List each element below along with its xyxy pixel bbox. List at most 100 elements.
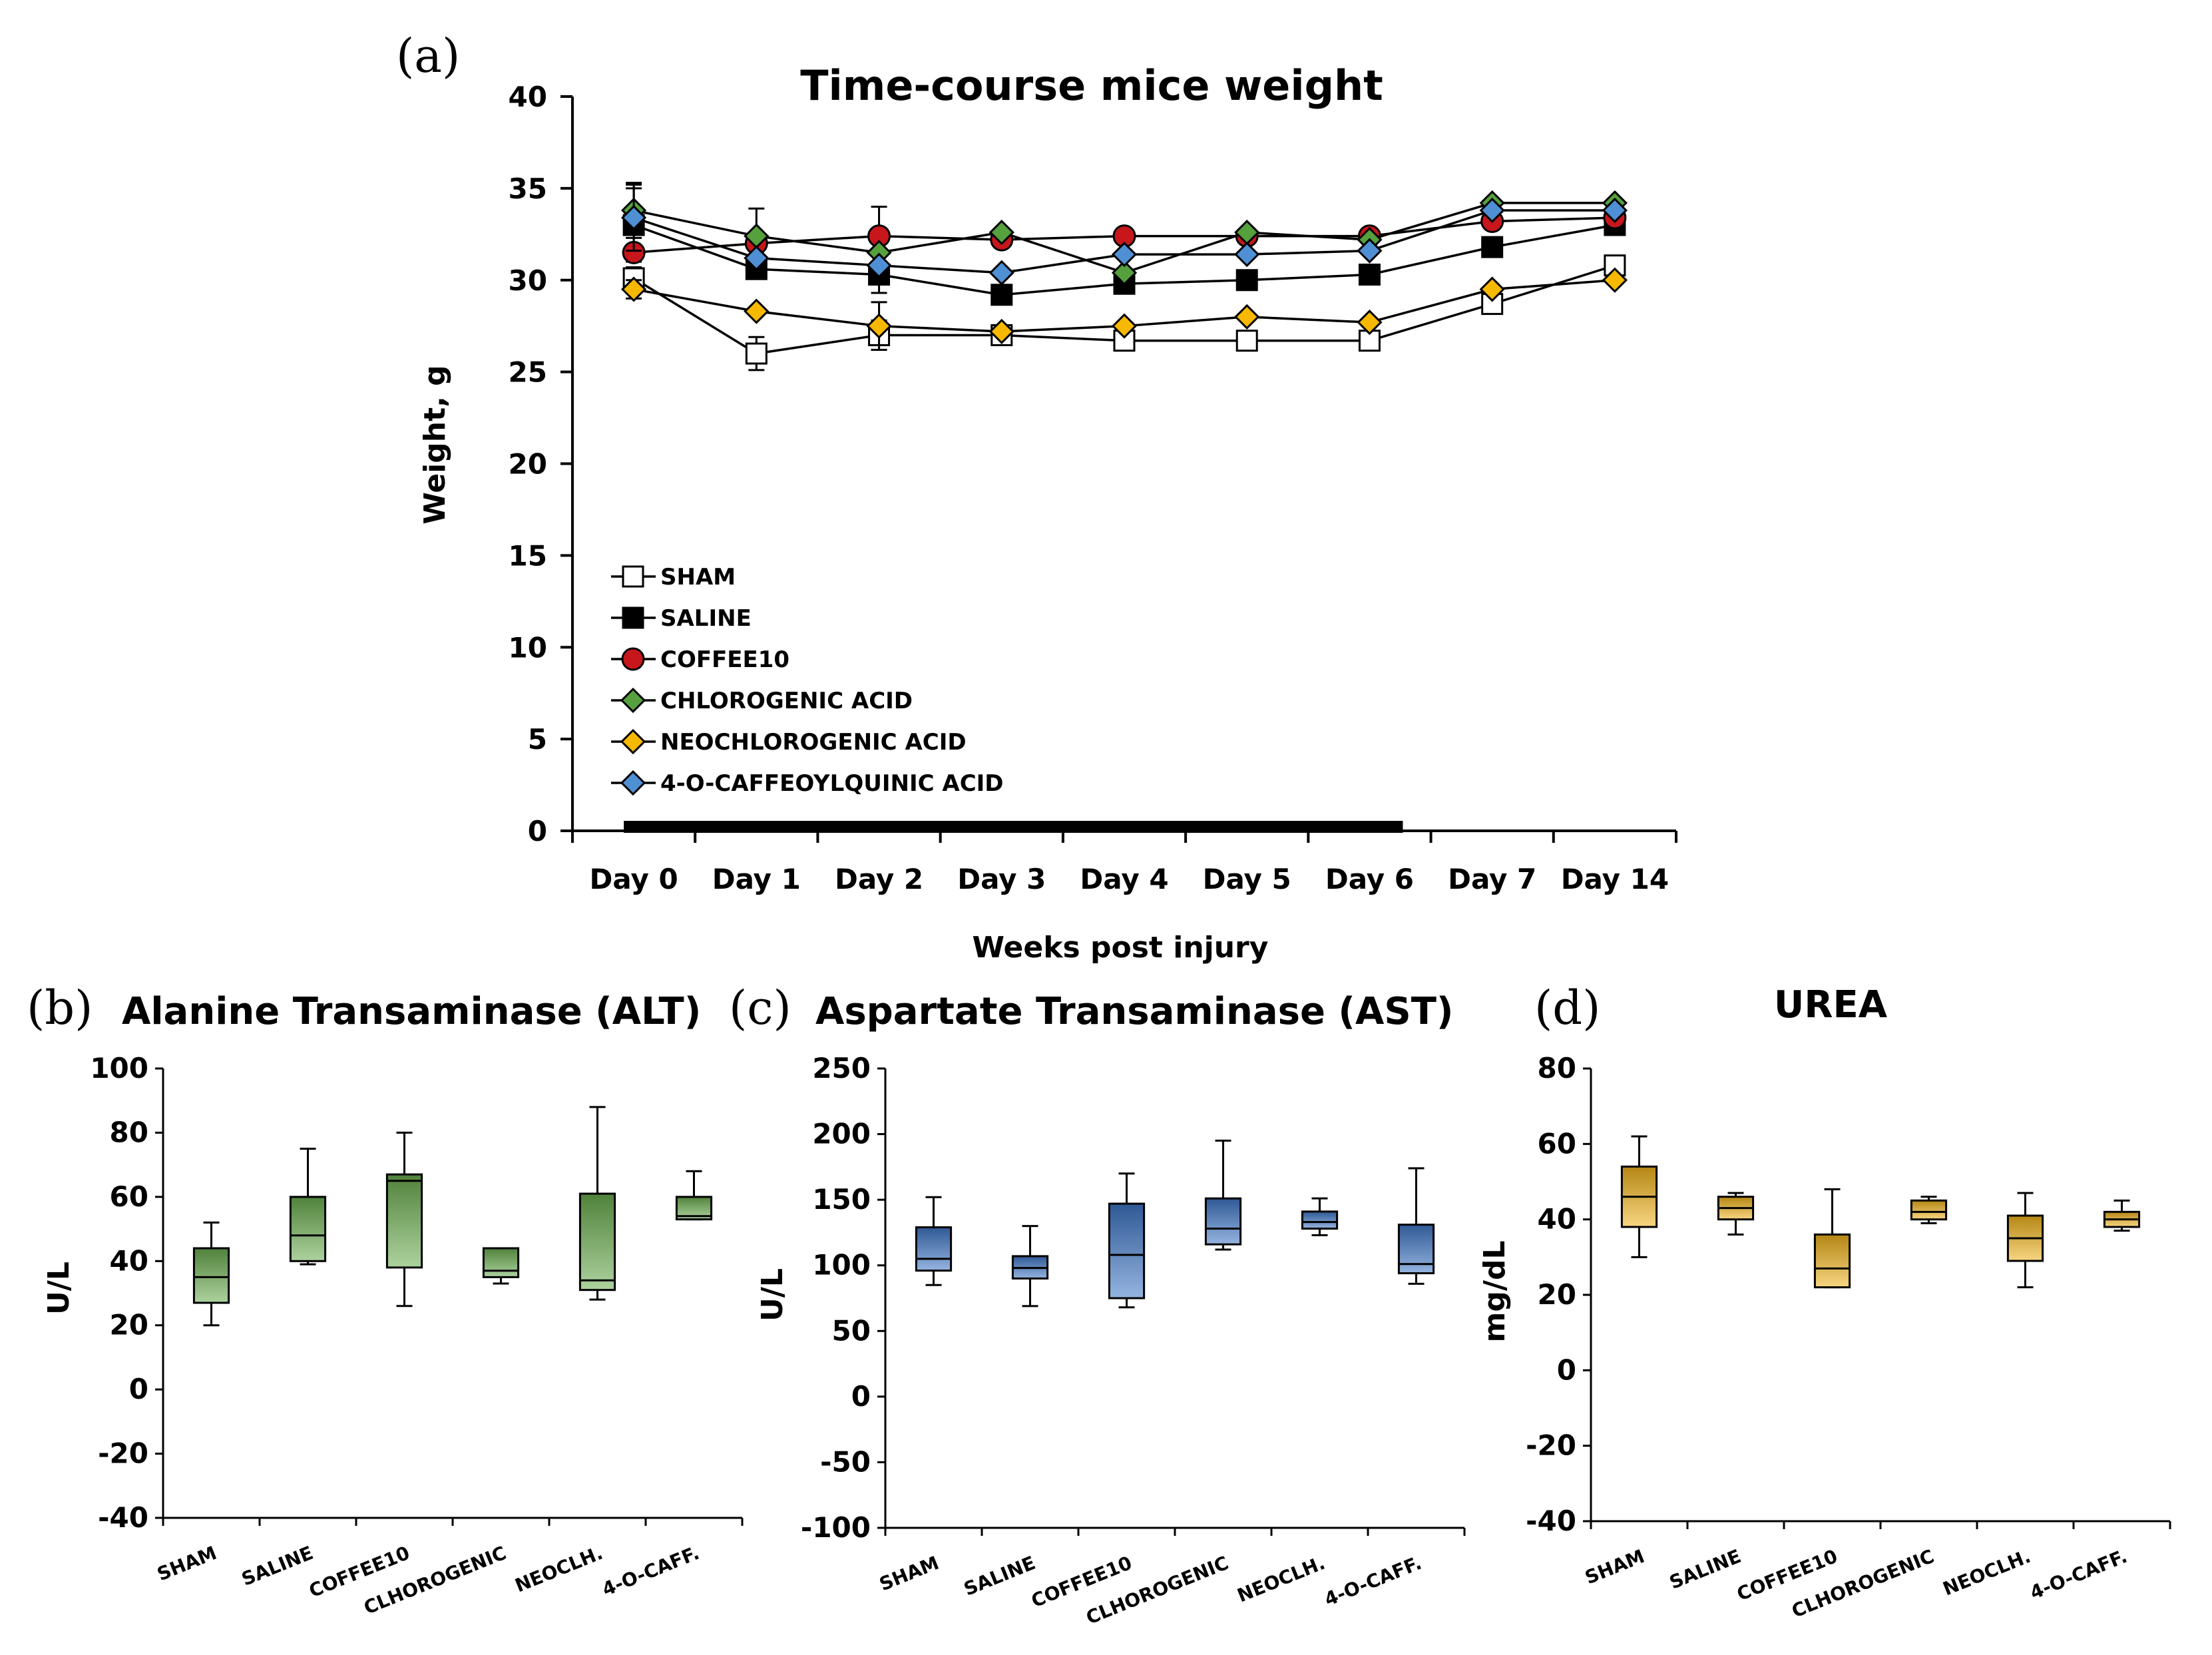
data-point-4-o-caffeoylquinic-acid	[989, 260, 1014, 286]
panel-a-ylabel: Weight, g	[418, 365, 452, 524]
panel-b-box-clhorogenic	[482, 1247, 520, 1285]
panel-b-category-label: 4-O-CAFF.	[599, 1542, 702, 1600]
data-point-saline	[1235, 269, 1258, 292]
panel-c-ytick-label: 0	[851, 1380, 871, 1413]
data-point-chlorogenic-acid	[1111, 260, 1138, 286]
panel-a-xtick-label: Day 4	[1080, 863, 1168, 895]
panel-b-ytick-label: 40	[110, 1244, 148, 1277]
panel-b-ylabel: U/L	[42, 1262, 76, 1315]
data-point-4-o-caffeoylquinic-acid	[1602, 197, 1628, 224]
panel-a-ytick-label: 40	[509, 81, 547, 113]
panel-d-box-4-o-caff	[2103, 1199, 2141, 1232]
legend-marker	[622, 565, 644, 588]
panel-c-box-sham	[915, 1196, 953, 1286]
panel-c-ytick-label: 50	[832, 1314, 871, 1347]
panel-c-box-4-o-caff	[1397, 1167, 1435, 1285]
panel-c-ytick-label: 100	[812, 1249, 871, 1282]
legend-entry-coffee10: COFFEE10	[611, 646, 789, 673]
panel-b-ytick-label: 60	[110, 1180, 148, 1213]
legend-marker	[620, 728, 646, 755]
legend-marker	[621, 647, 645, 671]
data-point-neochlorogenic-acid	[1602, 267, 1628, 293]
box-iqr	[1108, 1202, 1146, 1300]
panel-c-box-clhorogenic	[1204, 1139, 1242, 1251]
panel-c-title: Aspartate Transaminase (AST)	[815, 990, 1453, 1033]
legend-entry-chlorogenic-acid: CHLOROGENIC ACID	[611, 687, 913, 714]
panel-a-xtick-label: Day 7	[1448, 863, 1536, 895]
panel-d-box-chart: (d) UREA mg/dL -40 -20 0 20 40 60 80 SHAM SALINE…	[1478, 981, 2171, 1622]
panel-a-xtick-label: Day 3	[957, 863, 1046, 895]
panel-a-xtick-label: Day 5	[1203, 863, 1291, 895]
panel-d-label: (d)	[1534, 981, 1600, 1035]
data-point-neochlorogenic-acid	[866, 313, 892, 339]
box-iqr	[1301, 1210, 1339, 1230]
panel-c-category-label: SALINE	[961, 1552, 1038, 1600]
data-point-neochlorogenic-acid	[620, 276, 647, 302]
panel-a-ytick-label: 25	[509, 356, 547, 389]
data-point-4-o-caffeoylquinic-acid	[744, 245, 770, 271]
panel-b-ytick-label: -20	[98, 1437, 148, 1470]
panel-c-category-label: NEOCLH.	[1234, 1552, 1328, 1607]
panel-d-category-label: NEOCLH.	[1940, 1545, 2034, 1600]
panel-c-box-neoclh	[1301, 1197, 1339, 1236]
panel-c-ytick-label: -50	[820, 1445, 871, 1478]
panel-b-category-label: NEOCLH.	[512, 1542, 606, 1597]
data-point-4-o-caffeoylquinic-acid	[1111, 242, 1138, 268]
panel-a-xlabel: Weeks post injury	[973, 931, 1269, 965]
panel-a-label: (a)	[396, 29, 460, 83]
panel-d-category-label: SHAM	[1582, 1545, 1648, 1588]
panel-a-line-chart: (a) Time-course mice weight Weight, g We…	[396, 29, 1677, 965]
data-point-neochlorogenic-acid	[744, 298, 770, 324]
panel-a-xtick-label: Day 0	[590, 863, 678, 895]
panel-d-box-coffee10	[1813, 1188, 1851, 1289]
data-point-saline	[1358, 263, 1381, 286]
panel-a-ytick-label: 0	[528, 815, 547, 847]
panel-a-xtick-label: Day 2	[835, 863, 923, 895]
panel-d-ytick-label: -20	[1526, 1429, 1576, 1462]
panel-a-title: Time-course mice weight	[800, 61, 1383, 110]
data-point-4-o-caffeoylquinic-acid	[1479, 197, 1505, 224]
panel-a-axes: 0 5 10 15 20 25 30 35 40 Day 0 Day 1 Day 2 Day 3 Day …	[509, 81, 1677, 895]
data-point-sham	[745, 342, 768, 365]
panel-d-ytick-label: 20	[1538, 1278, 1576, 1311]
box-iqr	[1813, 1233, 1851, 1289]
panel-a-ytick-label: 5	[528, 723, 547, 756]
data-point-neochlorogenic-acid	[1111, 313, 1138, 339]
box-iqr	[915, 1226, 953, 1272]
box-iqr	[578, 1192, 616, 1292]
panel-d-category-label: 4-O-CAFF.	[2027, 1545, 2130, 1604]
data-point-neochlorogenic-acid	[1234, 304, 1260, 330]
panel-c-category-label: SHAM	[876, 1552, 942, 1595]
data-point-4-o-caffeoylquinic-acid	[1357, 238, 1383, 264]
data-point-4-o-caffeoylquinic-acid	[866, 252, 892, 278]
panel-c-ytick-label: -100	[801, 1511, 871, 1544]
panel-d-box-neoclh	[2006, 1192, 2044, 1289]
panel-b-ytick-label: 0	[129, 1373, 148, 1405]
panel-d-category-label: SALINE	[1666, 1545, 1744, 1594]
panel-c-ylabel: U/L	[756, 1268, 789, 1321]
panel-c-ytick-label: 250	[812, 1052, 871, 1084]
panel-b-ytick-label: 20	[110, 1309, 148, 1341]
legend-marker	[620, 687, 646, 714]
panel-b-box-4-o-caff	[675, 1170, 713, 1221]
box-iqr	[1910, 1199, 1948, 1221]
legend-label: SHAM	[660, 564, 736, 591]
legend-entry-sham: SHAM	[611, 564, 736, 591]
panel-d-box-sham	[1620, 1135, 1658, 1258]
data-point-chlorogenic-acid	[989, 219, 1014, 246]
data-point-sham	[1235, 330, 1258, 352]
panel-a-xtick-label: Day 1	[712, 863, 801, 895]
panel-b-title: Alanine Transaminase (ALT)	[122, 990, 701, 1033]
panel-b-box-sham	[192, 1221, 230, 1327]
panel-b-ytick-label: 80	[110, 1116, 148, 1148]
panel-a-xtick-label: Day 6	[1325, 863, 1414, 895]
legend-marker	[622, 606, 644, 629]
panel-c-label: (c)	[729, 981, 791, 1035]
panel-d-ytick-label: 80	[1538, 1052, 1576, 1084]
legend-marker	[620, 770, 646, 796]
series-4-o-caffeoylquinic-acid	[620, 183, 1628, 286]
panel-d-ylabel: mg/dL	[1478, 1241, 1512, 1343]
